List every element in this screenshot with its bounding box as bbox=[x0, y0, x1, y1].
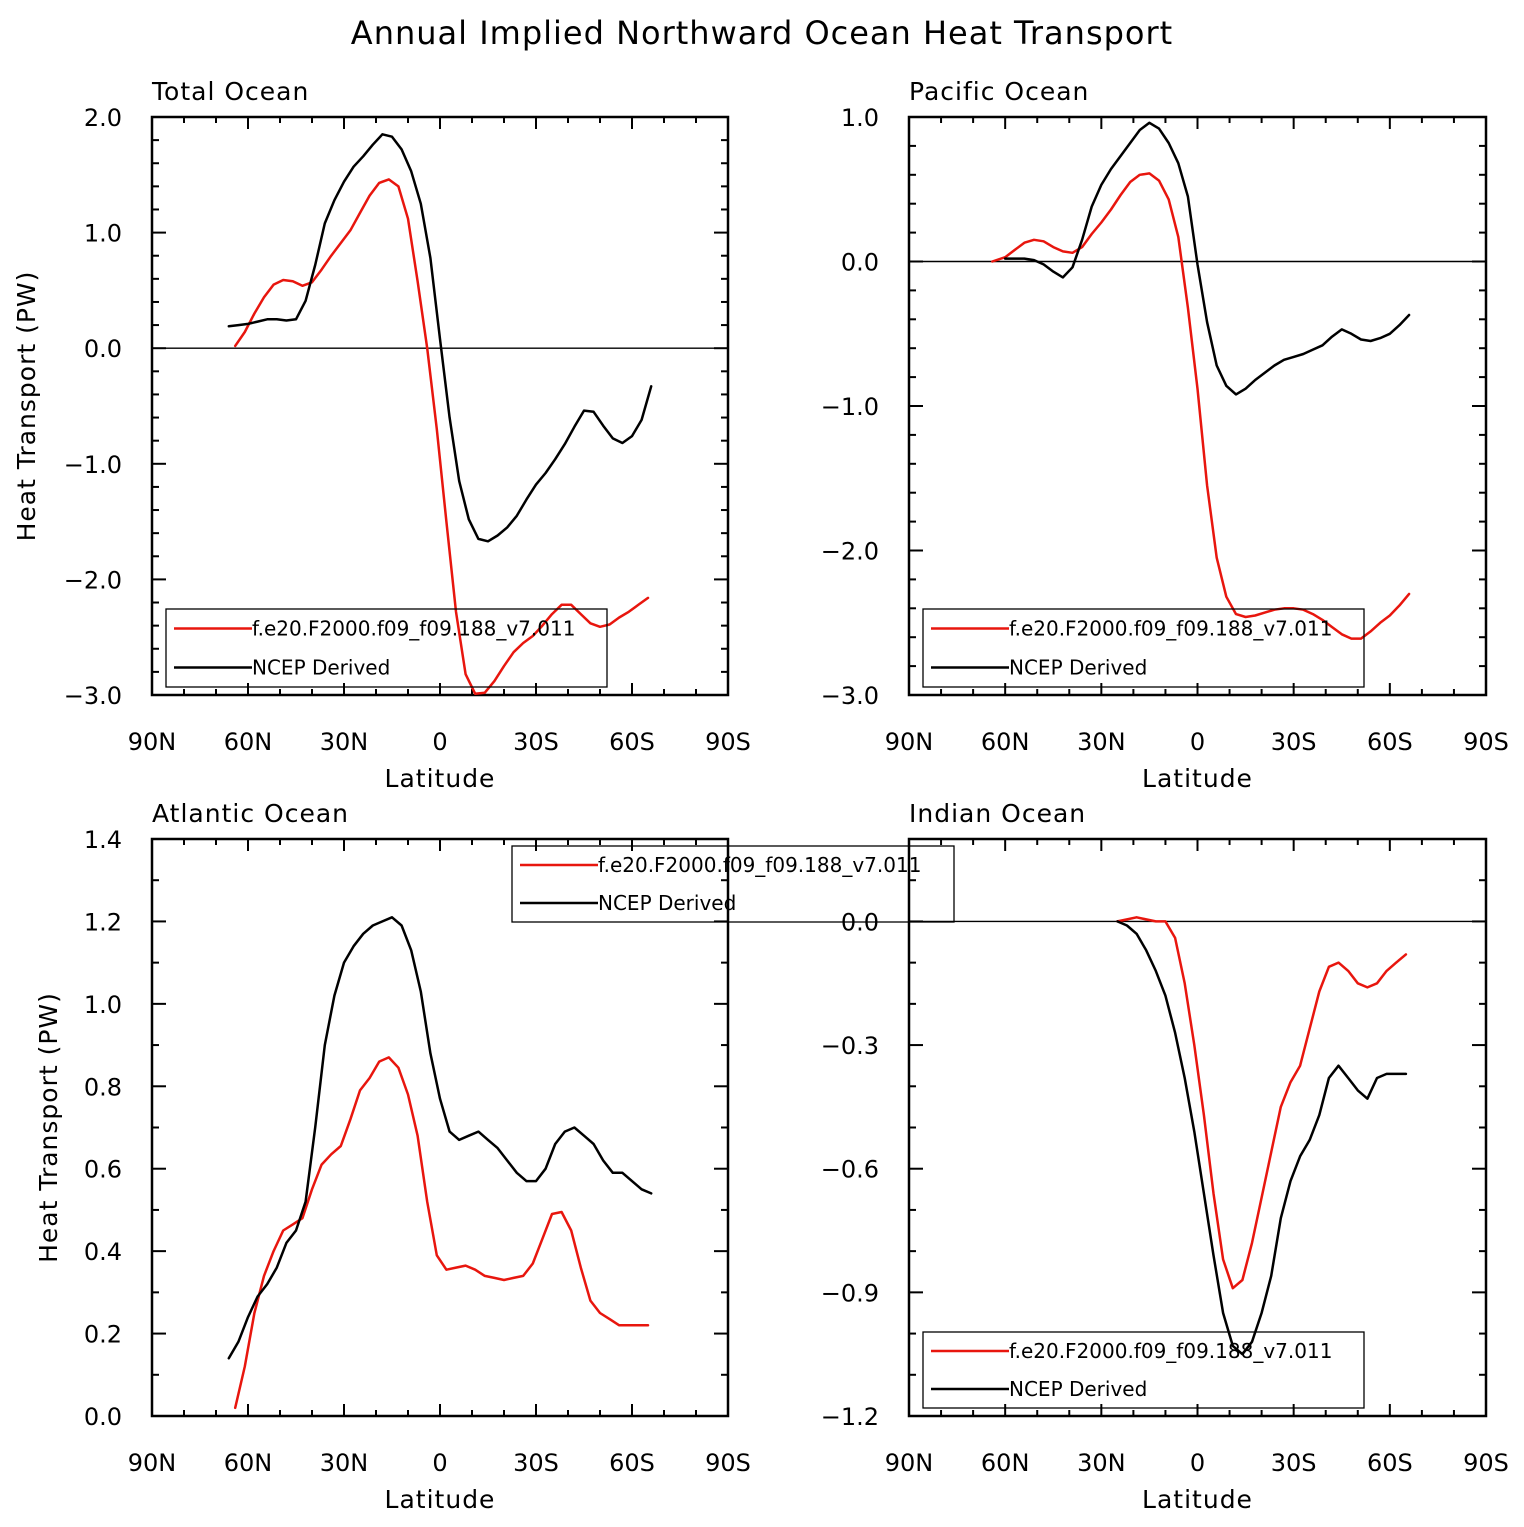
ncep-series-line bbox=[227, 916, 653, 1360]
y-tick-label: −3.0 bbox=[821, 682, 879, 710]
y-tick-label: 1.2 bbox=[84, 908, 122, 936]
model-series-line bbox=[233, 178, 650, 696]
x-tick-label: 0 bbox=[432, 728, 447, 756]
x-tick-label: 0 bbox=[1190, 1449, 1205, 1477]
legend-label: NCEP Derived bbox=[252, 656, 390, 680]
panel-title: Atlantic Ocean bbox=[152, 799, 349, 828]
x-tick-label: 60N bbox=[224, 1449, 273, 1477]
x-tick-label: 60N bbox=[981, 728, 1030, 756]
legend-label: NCEP Derived bbox=[598, 891, 736, 915]
y-tick-label: 1.0 bbox=[841, 104, 879, 132]
y-tick-label: 0.0 bbox=[84, 1403, 122, 1431]
panel-indian-ocean: Indian Ocean Latitude 90N 60N 30N 0 30S 60S 90… bbox=[821, 799, 1509, 1514]
y-tick-label: −2.0 bbox=[821, 538, 879, 566]
panel-title: Total Ocean bbox=[151, 77, 309, 106]
y-axis-label: Heat Transport (PW) bbox=[34, 992, 63, 1263]
x-axis-label: Latitude bbox=[1142, 1485, 1253, 1514]
y-tick-label: 0.8 bbox=[84, 1073, 122, 1101]
x-tick-label: 30N bbox=[1077, 1449, 1126, 1477]
y-tick-label: −1.0 bbox=[64, 451, 122, 479]
y-tick-label: −3.0 bbox=[64, 682, 122, 710]
panel-pacific-ocean: Pacific Ocean Latitude 90N 60N 30N 0 30S 60S 9… bbox=[821, 77, 1509, 793]
figure-title: Annual Implied Northward Ocean Heat Tran… bbox=[351, 14, 1173, 52]
legend-label: f.e20.F2000.f09_f09.188_v7.011 bbox=[598, 853, 921, 877]
x-tick-label: 0 bbox=[1190, 728, 1205, 756]
ncep-series-line bbox=[1116, 920, 1408, 1356]
panel-title: Pacific Ocean bbox=[909, 77, 1089, 106]
x-tick-label: 30N bbox=[1077, 728, 1126, 756]
y-tick-label: 0.0 bbox=[841, 908, 879, 936]
y-tick-label: 0.4 bbox=[84, 1238, 122, 1266]
y-tick-label: 0.2 bbox=[84, 1321, 122, 1349]
x-axis-label: Latitude bbox=[385, 764, 496, 793]
x-tick-label: 30S bbox=[513, 728, 559, 756]
y-axis-label: Heat Transport (PW) bbox=[12, 271, 41, 542]
x-tick-label: 60S bbox=[609, 1449, 655, 1477]
x-tick-label: 30S bbox=[1271, 1449, 1317, 1477]
y-tick-label: −2.0 bbox=[64, 566, 122, 594]
x-tick-label: 60N bbox=[981, 1449, 1030, 1477]
x-tick-label: 0 bbox=[432, 1449, 447, 1477]
legend: f.e20.F2000.f09_f09.188_v7.011 NCEP Deriv… bbox=[922, 608, 1365, 688]
ncep-series-line bbox=[1003, 121, 1411, 396]
x-tick-label: 30N bbox=[320, 1449, 369, 1477]
x-tick-label: 90S bbox=[1463, 1449, 1509, 1477]
x-axis-label: Latitude bbox=[1142, 764, 1253, 793]
x-tick-label: 90S bbox=[705, 728, 751, 756]
legend-box bbox=[165, 608, 608, 688]
x-tick-label: 90N bbox=[128, 728, 177, 756]
x-tick-label: 60S bbox=[1367, 728, 1413, 756]
y-tick-label: −0.9 bbox=[821, 1279, 879, 1307]
legend-label: NCEP Derived bbox=[1009, 656, 1147, 680]
panel-title: Indian Ocean bbox=[909, 799, 1086, 828]
legend-label: f.e20.F2000.f09_f09.188_v7.011 bbox=[1009, 1339, 1332, 1363]
plot-frame bbox=[150, 115, 730, 697]
legend-box bbox=[922, 1331, 1365, 1409]
x-tick-label: 90N bbox=[885, 1449, 934, 1477]
legend: f.e20.F2000.f09_f09.188_v7.011 NCEP Deriv… bbox=[511, 845, 955, 923]
y-tick-label: 0.0 bbox=[841, 249, 879, 277]
y-tick-label: 1.4 bbox=[84, 826, 122, 854]
x-tick-label: 30N bbox=[320, 728, 369, 756]
legend: f.e20.F2000.f09_f09.188_v7.011 NCEP Deriv… bbox=[922, 1331, 1365, 1409]
y-tick-label: 0.0 bbox=[84, 335, 122, 363]
x-tick-label: 90N bbox=[885, 728, 934, 756]
legend-label: f.e20.F2000.f09_f09.188_v7.011 bbox=[1009, 617, 1332, 641]
x-tick-label: 60N bbox=[224, 728, 273, 756]
panel-total-ocean: Total Ocean Latitude Heat Transport (PW)… bbox=[12, 77, 751, 793]
x-tick-label: 60S bbox=[609, 728, 655, 756]
x-tick-label: 90S bbox=[705, 1449, 751, 1477]
y-tick-label: 0.6 bbox=[84, 1156, 122, 1184]
legend-box bbox=[511, 845, 955, 923]
y-tick-label: −1.2 bbox=[821, 1403, 879, 1431]
model-series-line bbox=[233, 1056, 650, 1410]
ncep-series-line bbox=[227, 133, 653, 543]
legend-label: NCEP Derived bbox=[1009, 1377, 1147, 1401]
y-tick-label: −0.3 bbox=[821, 1032, 879, 1060]
x-axis-label: Latitude bbox=[385, 1485, 496, 1514]
y-tick-label: −1.0 bbox=[821, 393, 879, 421]
x-tick-label: 60S bbox=[1367, 1449, 1413, 1477]
y-tick-label: −0.6 bbox=[821, 1156, 879, 1184]
panel-atlantic-ocean: Atlantic Ocean Latitude Heat Transport (… bbox=[34, 799, 955, 1514]
plot-frame bbox=[150, 837, 730, 1418]
model-series-line bbox=[1116, 916, 1408, 1290]
legend-box bbox=[922, 608, 1365, 688]
plot-frame bbox=[907, 837, 1488, 1418]
plot-frame bbox=[907, 115, 1488, 697]
x-tick-label: 30S bbox=[513, 1449, 559, 1477]
y-tick-label: 2.0 bbox=[84, 104, 122, 132]
x-tick-label: 90S bbox=[1463, 728, 1509, 756]
x-tick-label: 90N bbox=[128, 1449, 177, 1477]
model-series-line bbox=[991, 172, 1411, 640]
legend: f.e20.F2000.f09_f09.188_v7.011 NCEP Deriv… bbox=[165, 608, 608, 688]
legend-label: f.e20.F2000.f09_f09.188_v7.011 bbox=[252, 617, 575, 641]
y-tick-label: 1.0 bbox=[84, 220, 122, 248]
x-tick-label: 30S bbox=[1271, 728, 1317, 756]
y-tick-label: 1.0 bbox=[84, 991, 122, 1019]
